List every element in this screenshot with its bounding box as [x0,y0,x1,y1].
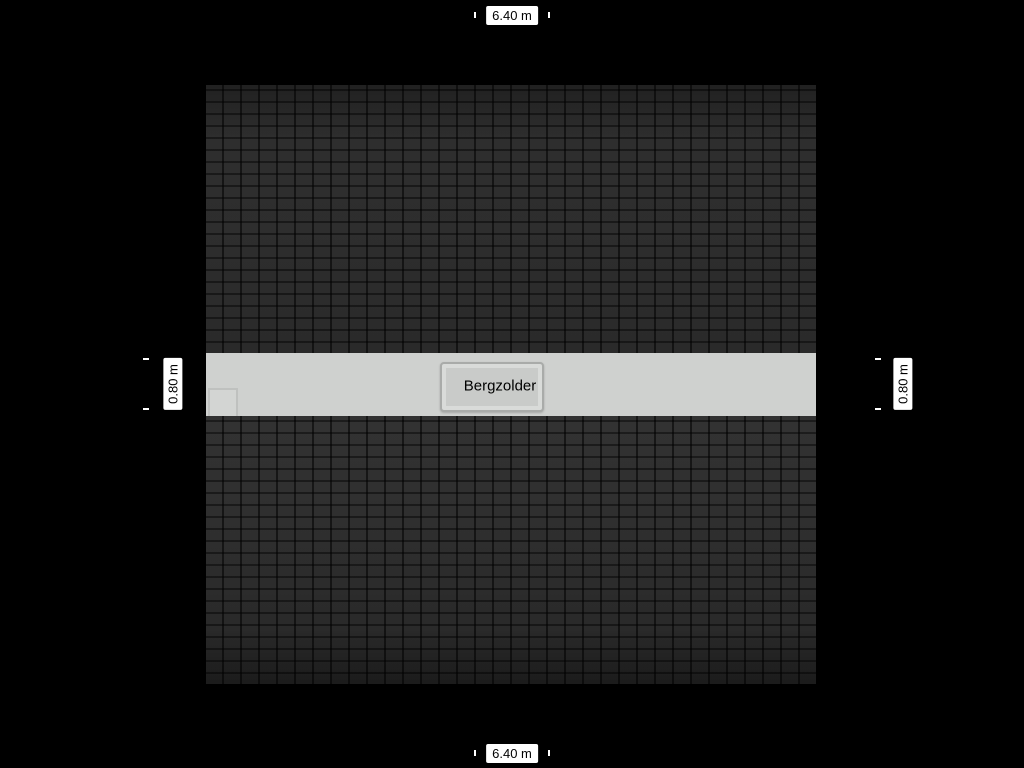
tick-bottom-left [474,750,476,756]
dimension-right: 0.80 m [893,358,912,410]
tick-right-bottom [875,408,881,410]
tick-top-left [474,12,476,18]
tick-right-top [875,358,881,360]
roof-panel-top [206,85,816,353]
floor-plan-stage: Bergzolder 6.40 m 6.40 m 0.80 m 0.80 m [0,0,1024,768]
dimension-left: 0.80 m [163,358,182,410]
tick-left-bottom [143,408,149,410]
tick-bottom-right [548,750,550,756]
tick-top-right [548,12,550,18]
roof-shade-bottom [206,416,816,684]
roof-panel-bottom [206,416,816,684]
dimension-bottom: 6.40 m [486,744,538,763]
dimension-top: 6.40 m [486,6,538,25]
roof-shade-top [206,85,816,353]
room-label: Bergzolder [464,378,537,395]
wall-opening [208,388,238,418]
tick-left-top [143,358,149,360]
